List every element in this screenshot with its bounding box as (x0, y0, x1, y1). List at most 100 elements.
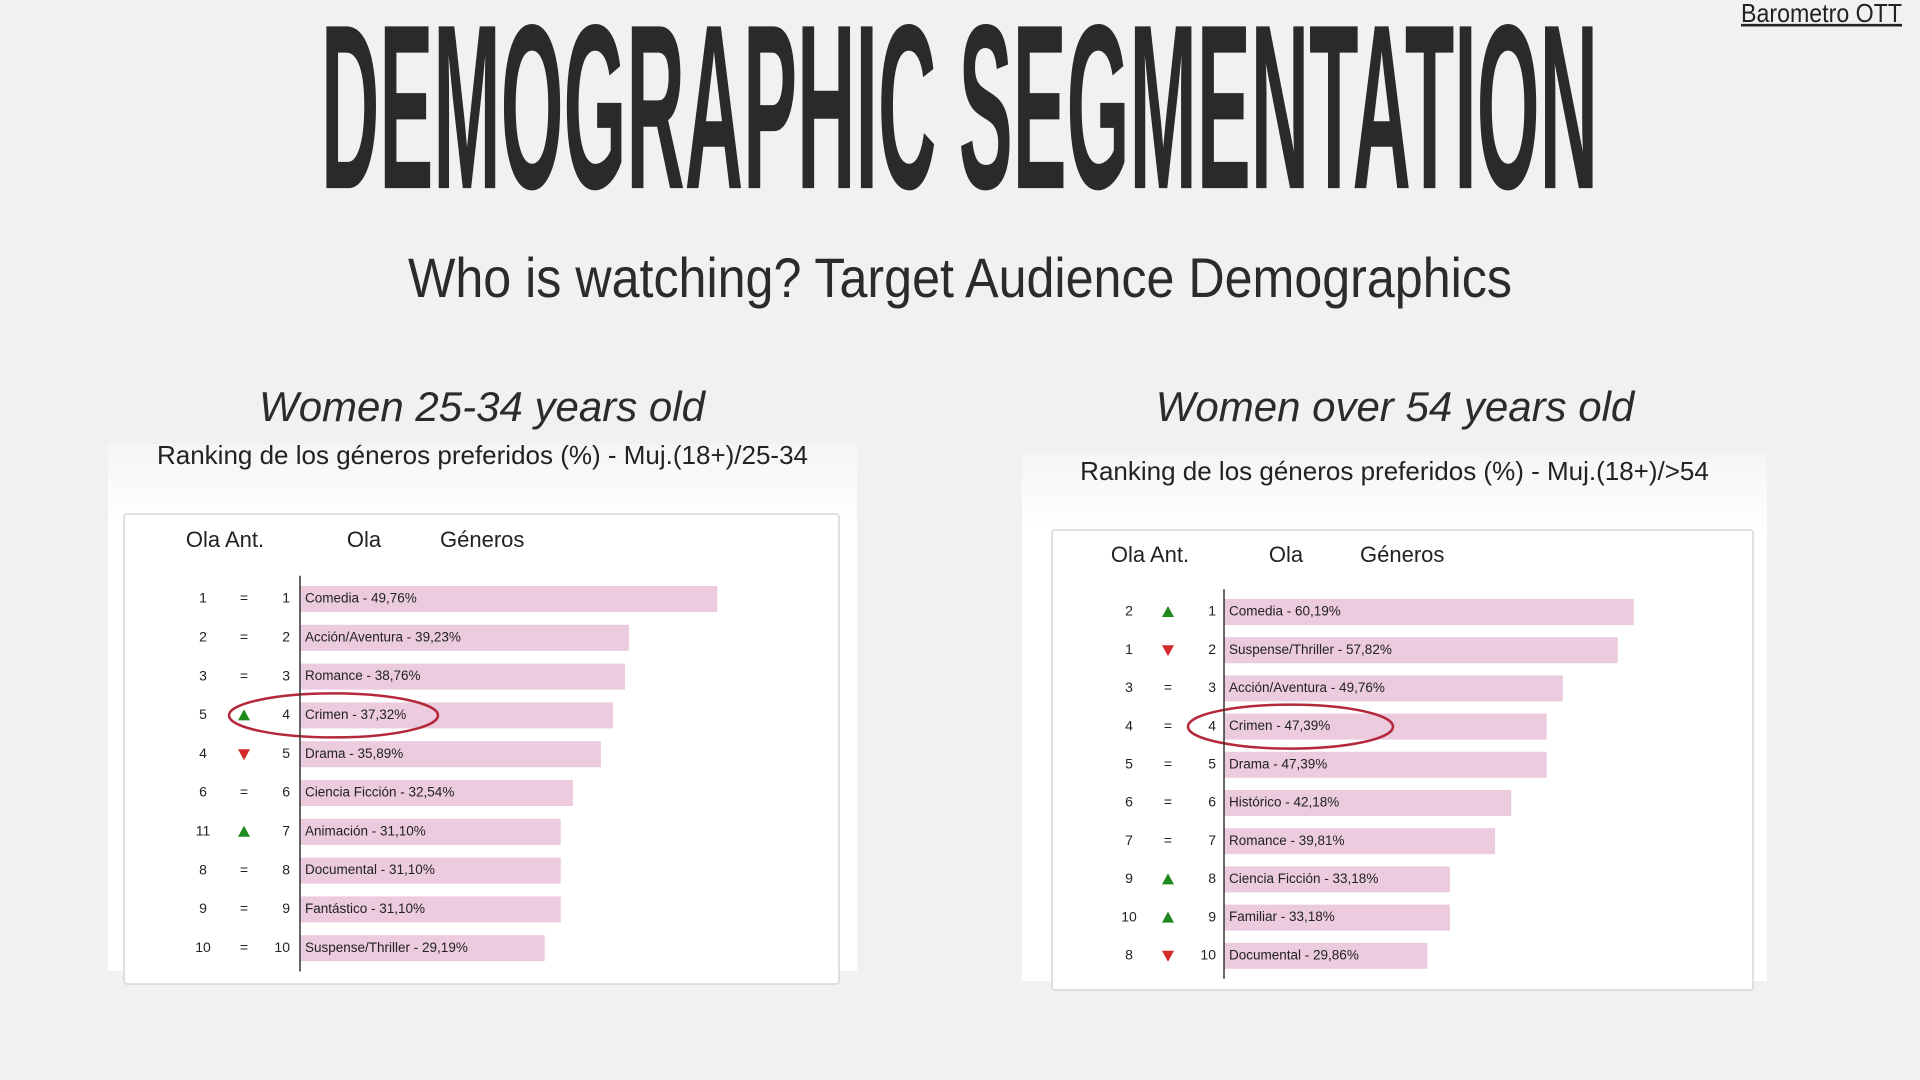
bar (1224, 828, 1496, 855)
rank: 10 (1200, 947, 1216, 963)
trend-same: = (1164, 794, 1172, 810)
bar (1224, 904, 1450, 931)
bar (300, 780, 573, 806)
bar-label: Drama - 47,39% (1229, 756, 1327, 771)
previous-rank: 10 (195, 939, 211, 955)
trend-same: = (240, 939, 248, 955)
rank: 2 (282, 629, 290, 645)
previous-rank: 8 (199, 861, 207, 877)
previous-rank: 10 (1121, 908, 1137, 924)
trend-down (238, 749, 250, 761)
bar-label: Documental - 31,10% (305, 862, 435, 877)
trend-down (1162, 950, 1174, 962)
highlight-ellipse (1186, 703, 1395, 750)
trend-same: = (1164, 832, 1172, 848)
bar (300, 935, 545, 962)
trend-same: = (240, 784, 248, 800)
bar-label: Acción/Aventura - 49,76% (1229, 680, 1385, 695)
rank: 5 (1208, 756, 1216, 772)
rank: 7 (1208, 832, 1216, 848)
bar-label: Familiar - 33,18% (1229, 909, 1335, 924)
previous-rank: 9 (199, 900, 207, 916)
trend-same: = (1164, 717, 1172, 733)
trend-same: = (240, 900, 248, 916)
trend-same: = (240, 667, 248, 683)
previous-rank: 3 (199, 667, 207, 683)
previous-rank: 2 (1125, 603, 1133, 619)
bar (300, 857, 561, 884)
column-header: Géneros (1360, 542, 1444, 567)
previous-rank: 6 (1125, 794, 1133, 810)
bar-label: Suspense/Thriller - 29,19% (305, 940, 468, 955)
bar-label: Crimen - 37,32% (305, 707, 406, 722)
bar (300, 896, 561, 923)
rank: 3 (1208, 679, 1216, 695)
trend-same: = (240, 590, 248, 606)
rank: 10 (274, 939, 290, 955)
previous-rank: 9 (1125, 870, 1133, 886)
bar-label: Acción/Aventura - 39,23% (305, 629, 461, 644)
rank: 2 (1208, 641, 1216, 657)
previous-rank: 1 (199, 590, 207, 606)
bar (1224, 942, 1428, 969)
trend-down (1162, 645, 1174, 657)
bar-label: Histórico - 42,18% (1229, 795, 1339, 810)
previous-rank: 7 (1125, 832, 1133, 848)
bar-label: Romance - 39,81% (1229, 833, 1345, 848)
slide-subtitle: Who is watching? Target Audience Demogra… (408, 246, 1512, 309)
trend-up (1162, 911, 1174, 923)
bar-label: Crimen - 47,39% (1229, 718, 1330, 733)
chart-title: Ranking de los géneros preferidos (%) - … (157, 440, 808, 470)
rank: 5 (282, 745, 290, 761)
bar-label: Romance - 38,76% (305, 668, 421, 683)
previous-rank: 5 (199, 706, 207, 722)
previous-rank: 8 (1125, 947, 1133, 963)
previous-rank: 11 (196, 823, 211, 839)
bar-label: Suspense/Thriller - 57,82% (1229, 642, 1392, 657)
rank: 4 (282, 706, 290, 722)
trend-same: = (1164, 756, 1172, 772)
bar-label: Ciencia Ficción - 33,18% (1229, 871, 1378, 886)
rank: 6 (1208, 794, 1216, 810)
trend-same: = (240, 629, 248, 645)
trend-up (238, 709, 250, 721)
previous-rank: 4 (1125, 717, 1133, 733)
rank: 9 (1208, 908, 1216, 924)
bar-label: Ciencia Ficción - 32,54% (305, 785, 454, 800)
bar (300, 624, 629, 651)
rank: 6 (282, 784, 290, 800)
rank: 4 (1208, 717, 1216, 733)
bar (300, 663, 625, 690)
bar-label: Fantástico - 31,10% (305, 901, 425, 916)
bar (1224, 790, 1512, 816)
trend-up (238, 825, 250, 837)
trend-up (1162, 606, 1174, 617)
trend-same: = (1164, 679, 1172, 695)
previous-rank: 5 (1125, 756, 1133, 772)
rank: 1 (1208, 603, 1216, 619)
bar (1224, 751, 1547, 778)
bar-label: Comedia - 49,76% (305, 591, 417, 606)
bar (1224, 675, 1563, 702)
highlight-ellipse (227, 692, 440, 739)
rank: 9 (282, 900, 290, 916)
bar-label: Documental - 29,86% (1229, 947, 1359, 962)
panel-title: Women 25-34 years old (259, 383, 707, 430)
rank: 8 (282, 861, 290, 877)
previous-rank: 4 (199, 745, 207, 761)
bar (300, 741, 601, 768)
bar (300, 702, 613, 729)
rank: 7 (282, 823, 290, 839)
column-header: Ola (1269, 542, 1304, 567)
bar (300, 586, 718, 612)
bar (1224, 866, 1450, 893)
header-link[interactable]: Barometro OTT (1741, 0, 1902, 28)
rank: 1 (282, 590, 290, 606)
bar-label: Comedia - 60,19% (1229, 604, 1341, 619)
previous-rank: 6 (199, 784, 207, 800)
panel-title: Women over 54 years old (1156, 383, 1636, 430)
trend-up (1162, 873, 1174, 885)
column-header: Ola Ant. (1111, 542, 1189, 567)
